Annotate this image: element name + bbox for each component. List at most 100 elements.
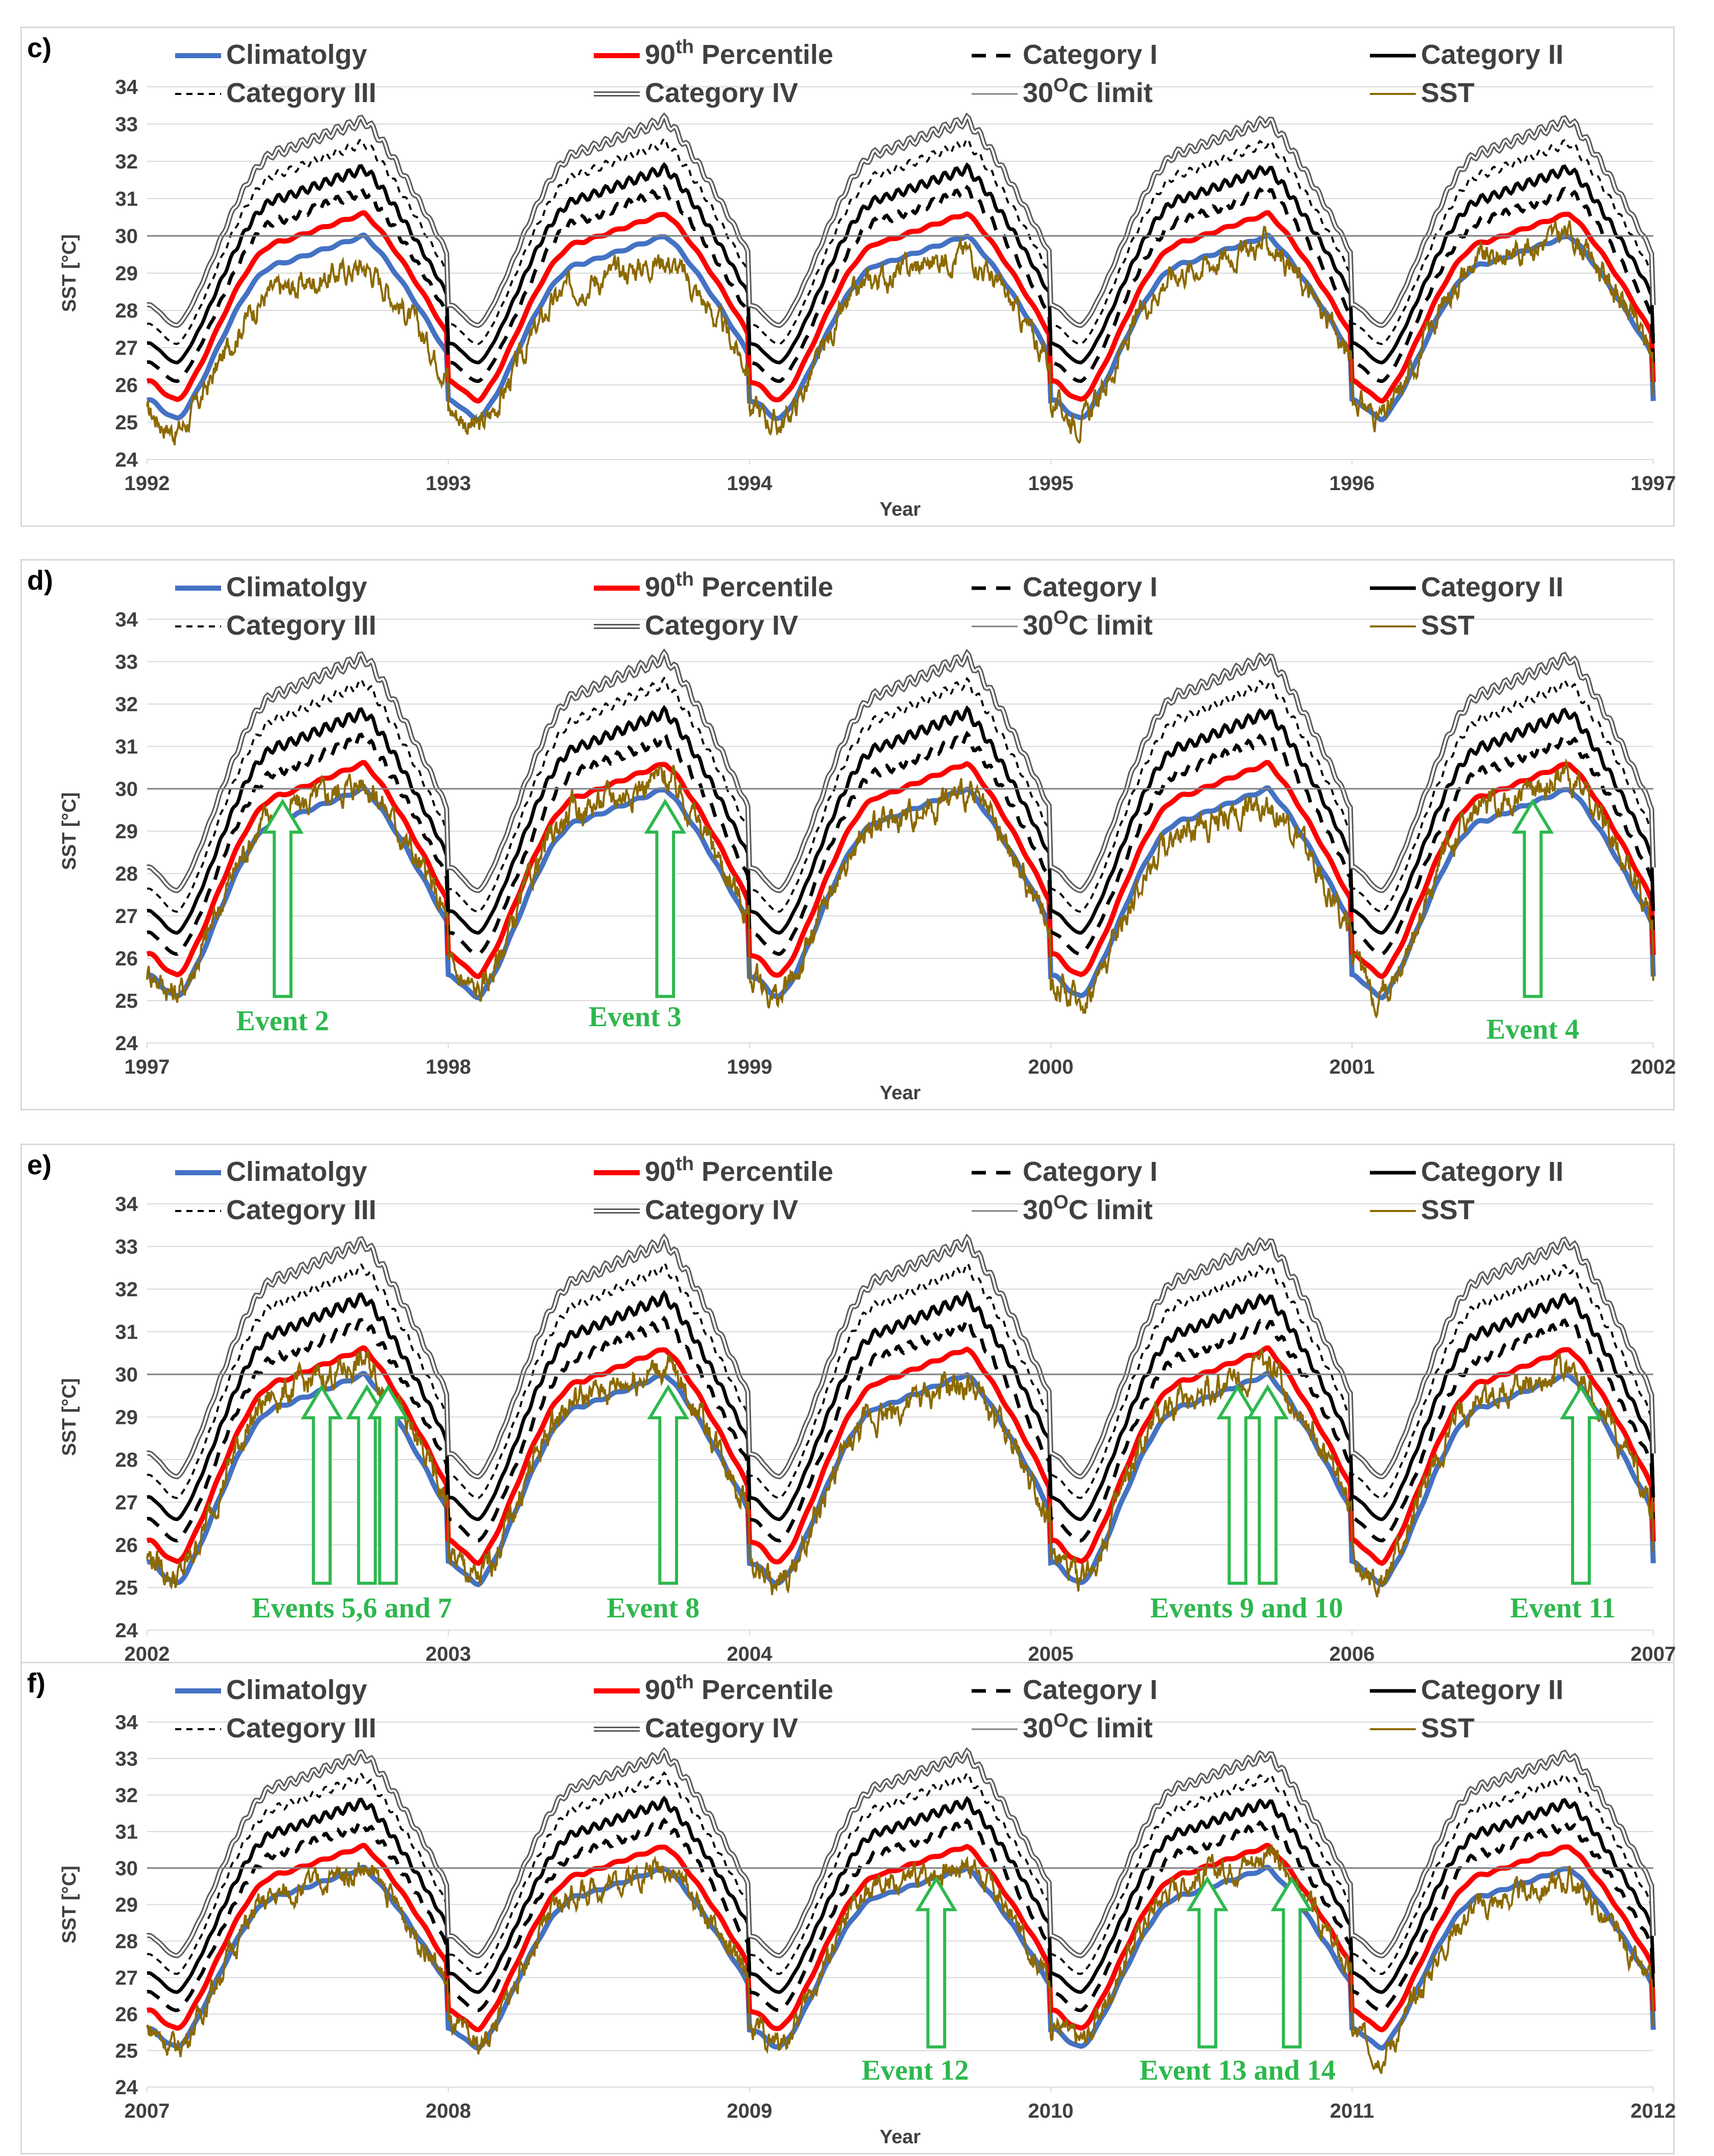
legend-category-ii: Category II — [1421, 1156, 1563, 1187]
series-90th-percentile — [146, 1843, 1656, 2032]
y-tick-label: 34 — [115, 76, 138, 99]
legend-90th-percentile: 90th Percentile — [645, 1671, 833, 1705]
event-arrow — [1246, 1384, 1289, 1585]
y-tick-label: 34 — [115, 609, 138, 631]
series-category-i — [147, 1315, 1655, 1543]
x-tick-label: 1997 — [125, 1056, 170, 1078]
event-label: Event 11 — [1510, 1592, 1616, 1624]
y-tick-label: 30 — [115, 225, 138, 248]
y-tick-label: 28 — [115, 863, 138, 885]
chart-panel: e) 24 25 26 27 28 29 30 31 32 33 34 2002 2003 2004 2005… — [20, 1144, 1676, 1698]
legend-sst: SST — [1421, 1713, 1475, 1743]
legend-30c-limit: 30OC limit — [1023, 75, 1153, 108]
legend-category-iv: Category IV — [645, 78, 798, 108]
event-arrow — [261, 798, 304, 998]
legend-category-iv: Category IV — [645, 1713, 798, 1743]
legend-climatology: Climatolgy — [226, 39, 367, 70]
legend-90th-percentile: 90th Percentile — [645, 36, 833, 70]
y-tick-label: 33 — [115, 651, 138, 673]
x-tick-label: 2004 — [727, 1643, 773, 1665]
chart-panel: d) 24 25 26 27 28 29 30 31 32 33 34 1997 1998 1999 2000… — [20, 559, 1676, 1110]
y-tick-label: 27 — [115, 337, 138, 359]
event-arrow — [1186, 1876, 1229, 2049]
legend-category-ii: Category II — [1421, 39, 1563, 70]
event-arrow — [644, 798, 687, 998]
y-axis-title: SST [°C] — [59, 1866, 80, 1943]
series-90th-percentile — [146, 210, 1656, 404]
y-tick-label: 24 — [115, 1619, 138, 1642]
panel-label: d) — [27, 565, 53, 596]
x-tick-label: 2006 — [1330, 1643, 1375, 1665]
event-arrow — [300, 1384, 343, 1585]
series-sst — [146, 1844, 1654, 2074]
series-category-i — [147, 730, 1655, 956]
y-tick-label: 27 — [115, 1967, 138, 1990]
panel-label: c) — [27, 33, 52, 63]
series-climatology — [146, 232, 1656, 423]
y-tick-label: 27 — [115, 905, 138, 928]
legend-sst: SST — [1421, 1195, 1475, 1225]
x-axis-title: Year — [880, 2126, 921, 2148]
y-tick-label: 32 — [115, 151, 138, 173]
y-tick-label: 32 — [115, 1278, 138, 1301]
y-tick-label: 25 — [115, 2040, 138, 2063]
x-tick-label: 1999 — [727, 1056, 772, 1078]
y-tick-label: 25 — [115, 990, 138, 1012]
y-tick-label: 32 — [115, 1784, 138, 1807]
x-tick-label: 2009 — [727, 2100, 772, 2122]
series-category-iv-inner — [147, 1749, 1654, 1957]
y-tick-label: 33 — [115, 113, 138, 136]
y-tick-label: 24 — [115, 2076, 138, 2099]
x-axis-title: Year — [880, 1082, 921, 1104]
series-category-iii — [147, 1771, 1654, 1975]
panel-label: f) — [27, 1668, 45, 1699]
y-tick-label: 29 — [115, 1407, 138, 1429]
x-tick-label: 1994 — [727, 472, 773, 495]
y-tick-label: 28 — [115, 1449, 138, 1471]
y-tick-label: 27 — [115, 1492, 138, 1514]
legend-90th-percentile: 90th Percentile — [645, 569, 833, 602]
x-tick-label: 2012 — [1631, 2100, 1676, 2122]
event-label: Event 13 and 14 — [1140, 2055, 1336, 2087]
x-tick-label: 2007 — [1631, 1643, 1676, 1665]
legend-30c-limit: 30OC limit — [1023, 1710, 1153, 1743]
series-category-ii — [147, 1795, 1655, 1994]
event-label: Event 12 — [862, 2055, 969, 2087]
event-arrow — [1270, 1876, 1313, 2049]
event-arrow — [915, 1876, 958, 2049]
series-category-iv-inner — [147, 114, 1654, 327]
legend-30c-limit: 30OC limit — [1023, 1192, 1153, 1225]
legend-category-ii: Category II — [1421, 572, 1563, 602]
x-tick-label: 1993 — [426, 472, 471, 495]
legend-category-ii: Category II — [1421, 1675, 1563, 1705]
x-tick-label: 1996 — [1330, 472, 1375, 495]
legend-climatology: Climatolgy — [226, 1156, 367, 1187]
legend-category-i: Category I — [1023, 1675, 1157, 1705]
series-90th-percentile — [146, 760, 1656, 980]
y-tick-label: 28 — [115, 300, 138, 322]
y-tick-label: 26 — [115, 1534, 138, 1557]
series-climatology — [146, 1864, 1656, 2051]
y-tick-label: 31 — [115, 736, 138, 758]
event-arrow — [1511, 798, 1554, 998]
series-category-ii — [147, 162, 1655, 365]
x-tick-label: 2002 — [125, 1643, 170, 1665]
legend-category-i: Category I — [1023, 1156, 1157, 1187]
y-tick-label: 30 — [115, 1857, 138, 1880]
series-category-iii — [147, 676, 1654, 913]
y-axis-title: SST [°C] — [59, 1378, 80, 1456]
legend-category-iii: Category III — [226, 610, 376, 641]
series-category-iii — [147, 137, 1654, 345]
y-axis-title: SST [°C] — [59, 234, 80, 312]
x-tick-label: 2010 — [1028, 2100, 1074, 2122]
event-label: Events 9 and 10 — [1150, 1592, 1343, 1624]
y-tick-label: 33 — [115, 1236, 138, 1258]
legend-sst: SST — [1421, 78, 1475, 108]
y-tick-label: 24 — [115, 449, 138, 471]
event-arrow — [647, 1384, 689, 1585]
x-tick-label: 1998 — [426, 1056, 471, 1078]
x-axis-title: Year — [880, 499, 921, 520]
y-tick-label: 24 — [115, 1032, 138, 1055]
event-label: Events 5,6 and 7 — [252, 1592, 452, 1624]
y-tick-label: 31 — [115, 1321, 138, 1344]
